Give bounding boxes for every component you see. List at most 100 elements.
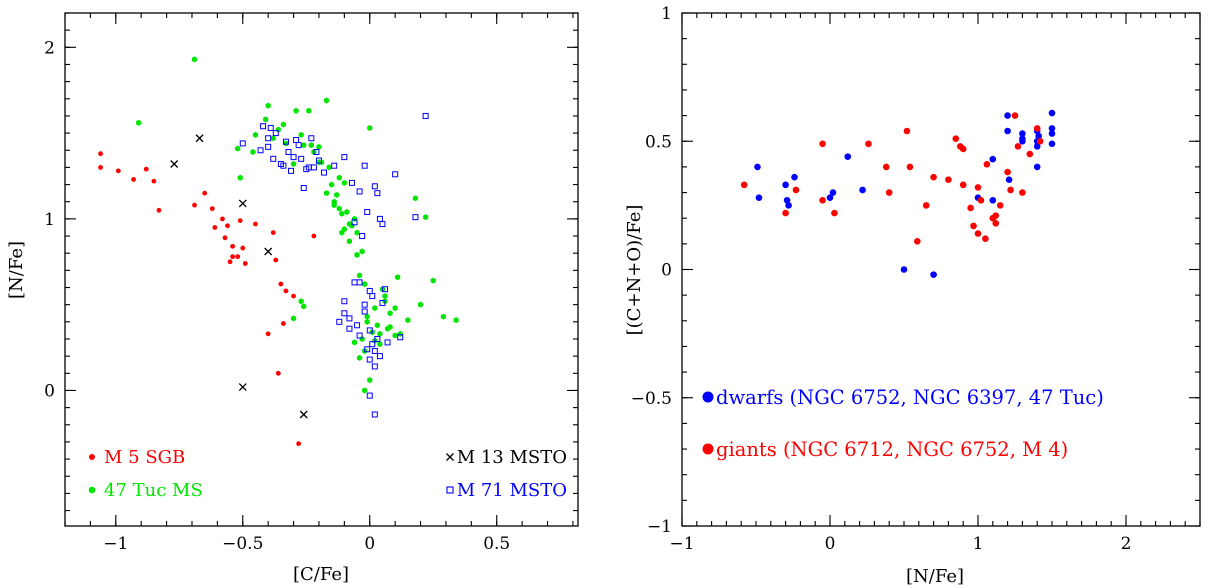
data-point [310,164,317,171]
y-tick-label: 2 [44,38,55,58]
data-point [783,196,791,204]
data-point [906,163,914,171]
left-axis-ticks: −1 −0.5 0 0.5 0 1 2 [44,12,578,554]
data-point [371,183,378,190]
data-point [267,124,274,131]
series-m-5-sgb [98,151,317,447]
data-point [356,332,363,339]
data-point [819,140,826,148]
data-point [1048,130,1056,137]
data-point [344,209,350,216]
right-panel-cno-vs-nfe: −1 0 1 2 −1 −0.5 0 0.5 1 [N/Fe] [(C+N+O)/Fe] dwa… [624,4,1201,587]
data-point [785,202,792,209]
data-point [361,162,368,169]
y-tick-label: −1 [647,517,672,537]
data-point [265,331,271,337]
data-point [341,226,347,233]
data-point [308,142,314,149]
data-point [356,279,363,286]
data-point [1014,143,1022,150]
data-point [336,205,342,212]
data-point [98,165,103,170]
data-point [275,370,281,376]
data-point [392,332,398,339]
data-point [290,154,297,161]
data-point [367,124,373,131]
data-point [192,202,197,208]
data-point [359,335,365,342]
series-dwarfs-ngc-6752-ngc-6397-47-tuc [754,109,1056,278]
data-point [371,347,378,354]
data-point [1026,150,1034,158]
data-point [334,191,340,198]
data-point [313,148,320,155]
data-point [974,184,982,191]
data-point [98,151,103,157]
data-point [1033,163,1041,171]
y-tick-label: 0.5 [645,132,672,152]
data-point [989,196,997,204]
data-point [250,148,256,155]
data-point [311,233,317,239]
data-point [348,179,355,186]
left-x-axis-label: [C/Fe] [293,564,349,585]
x-tick-label: −1 [669,534,694,554]
data-point [826,194,834,201]
data-point [983,161,991,168]
data-point [829,189,837,196]
data-point [252,131,259,138]
data-point [351,219,358,226]
data-point [371,363,378,370]
series-m-71-msto [239,112,429,418]
data-point [270,135,276,142]
data-point [453,317,459,324]
data-point [992,212,1000,219]
data-point [293,136,300,143]
x-tick-label: 0 [364,534,375,554]
data-point [265,143,272,150]
data-point [405,317,411,324]
data-point [346,221,353,228]
data-point [263,116,269,123]
data-point [151,178,157,184]
data-point [1004,112,1011,119]
right-data-points [740,109,1056,278]
data-point [1004,168,1011,176]
data-point [285,148,292,155]
x-tick-label: 2 [1121,534,1132,554]
data-point [280,162,287,169]
data-point [235,254,241,260]
data-point [792,186,800,194]
data-point [882,163,890,171]
series-giants-ngc-6712-ngc-6752-m-4 [740,112,1044,245]
data-point [387,323,393,330]
data-point [315,157,322,164]
data-point [392,305,398,312]
data-point [367,377,373,384]
data-point [374,322,380,329]
data-point [265,135,272,142]
legend-marker-m71-msto [446,486,454,494]
legend-item-giants: giants (NGC 6712, NGC 6752, M 4) [702,438,1068,461]
data-point [364,346,371,353]
data-point [782,181,789,189]
data-point [351,215,358,222]
left-data-points [98,56,459,447]
right-y-axis-label: [(C+N+O)/Fe] [624,205,645,336]
data-point [331,202,337,209]
data-point [366,392,373,399]
data-point [264,247,273,256]
data-point [225,223,230,229]
data-point [253,221,258,227]
x-tick-label: 1 [973,534,984,554]
data-point [242,261,248,266]
data-point [366,287,373,294]
data-point [270,155,277,162]
data-point [222,235,228,241]
data-point [366,327,373,334]
data-point [903,127,911,135]
data-point [230,243,236,249]
legend-label-47tuc-ms: 47 Tuc MS [104,480,203,501]
data-point [992,220,1000,227]
data-point [212,225,218,230]
